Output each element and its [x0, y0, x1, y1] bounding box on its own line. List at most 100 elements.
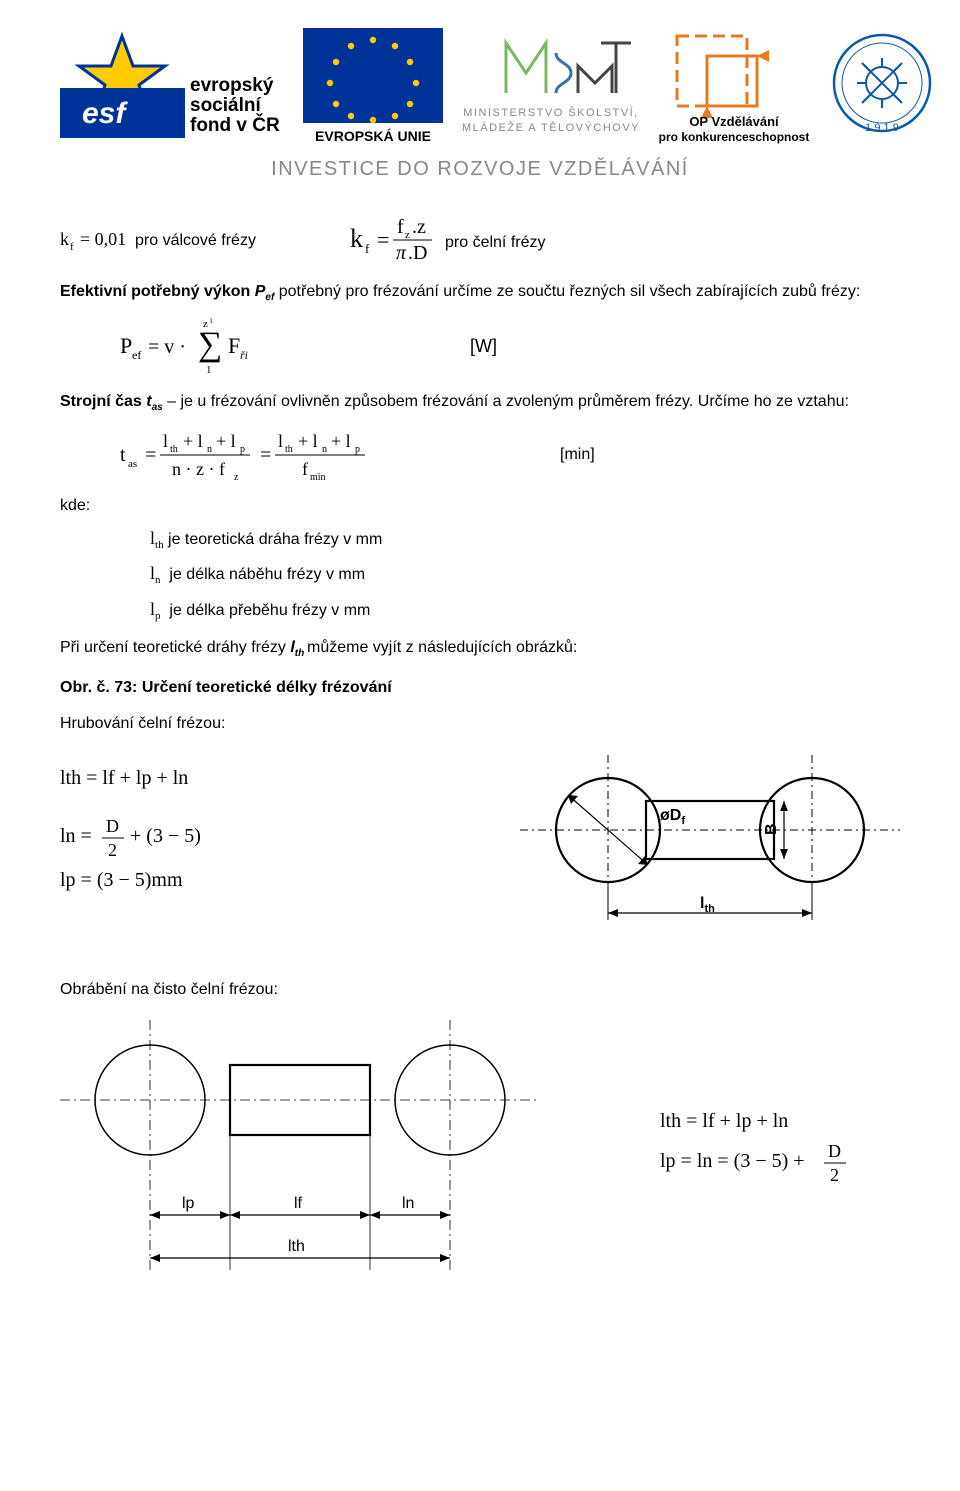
svg-text:t: t — [120, 444, 126, 466]
svg-text:z: z — [405, 229, 410, 241]
svg-text:z: z — [203, 318, 208, 330]
svg-text:th: th — [285, 444, 293, 455]
obr-73-title: Obr. č. 73: Určení teoretické délky fréz… — [60, 677, 900, 699]
pef-formula: P ef = v · ∑ z i 1 F ři — [120, 315, 290, 377]
svg-text:2: 2 — [108, 840, 117, 860]
svg-text:f: f — [70, 241, 74, 253]
svg-text:evropský: evropský — [190, 75, 274, 96]
svg-text:pro čelní frézy: pro čelní frézy — [445, 234, 545, 251]
kde-label: kde: — [60, 495, 900, 517]
svg-text:ln: ln — [402, 1195, 414, 1212]
svg-text:p: p — [355, 444, 360, 455]
svg-text:lth: lth — [288, 1238, 305, 1255]
lth-intro: Při určení teoretické dráhy frézy lth mů… — [60, 637, 900, 661]
svg-text:f: f — [302, 459, 308, 479]
svg-text:l: l — [278, 431, 283, 451]
svg-text:lp = ln = (3 − 5) +: lp = ln = (3 − 5) + — [660, 1150, 805, 1172]
tas-section: Strojní čas tas – je u frézování ovlivně… — [60, 391, 900, 624]
svg-text:+ l: + l — [216, 431, 236, 451]
svg-text:= 0,01: = 0,01 — [80, 229, 126, 249]
svg-text:D: D — [106, 818, 119, 836]
svg-text:f: f — [397, 216, 404, 238]
svg-text:ln =: ln = — [60, 825, 92, 847]
svg-text:n: n — [207, 444, 212, 455]
svg-text:.D: .D — [408, 242, 427, 264]
svg-text:as: as — [128, 458, 137, 470]
svg-text:lth: lth — [700, 895, 715, 915]
svg-text:.z: .z — [412, 216, 426, 238]
eq-ln-lp: ln = D 2 + (3 − 5) lp = (3 − 5)mm — [60, 818, 260, 898]
svg-text:OP Vzdělávání: OP Vzdělávání — [689, 114, 779, 129]
svg-text:MINISTERSTVO ŠKOLSTVÍ,: MINISTERSTVO ŠKOLSTVÍ, — [463, 106, 638, 119]
hrubovani-equations: lth = lf + lp + ln ln = D 2 + (3 − 5) lp… — [60, 745, 260, 900]
svg-text:pro válcové frézy: pro válcové frézy — [135, 232, 256, 249]
ln-def: je délka náběhu frézy v mm — [169, 566, 365, 583]
svg-text:øDf: øDf — [660, 807, 685, 827]
tas-title-mid: – je u frézování ovlivněn způsobem frézo… — [163, 393, 849, 410]
tas-formula: t as = l th + l n + l p n · z · f z = l … — [120, 425, 440, 485]
eu-flag-logo: EVROPSKÁ UNIE — [303, 28, 443, 148]
msmt-logo: MINISTERSTVO ŠKOLSTVÍ, MLÁDEŽE A TĚLOVÝC… — [461, 28, 641, 148]
pef-title-post: potřebný pro frézování určíme ze součtu … — [274, 283, 860, 300]
diagram-obrabeni: lp lf ln lth — [60, 1010, 540, 1290]
pef-title-pre: Efektivní potřebný výkon — [60, 283, 255, 300]
svg-text:=: = — [377, 227, 389, 252]
svg-text:i: i — [210, 316, 213, 325]
op-vzdelavani-logo: OP Vzdělávání pro konkurenceschopnost — [659, 28, 809, 148]
svg-text:f: f — [365, 241, 370, 256]
hrubovani-title: Hrubování čelní frézou: — [60, 713, 900, 735]
svg-text:B: B — [763, 824, 780, 836]
svg-text:lf: lf — [294, 1195, 303, 1212]
lp-def: je délka přeběhu frézy v mm — [169, 602, 370, 619]
svg-text:P: P — [120, 333, 132, 358]
unit-min: [min] — [560, 446, 595, 464]
svg-text:EVROPSKÁ UNIE: EVROPSKÁ UNIE — [315, 128, 431, 144]
lth-def: je teoretická dráha frézy v mm — [168, 531, 382, 548]
svg-text:min: min — [310, 472, 326, 483]
pef-sub: ef — [265, 292, 274, 303]
svg-text:1 9 1 9: 1 9 1 9 — [865, 122, 899, 134]
svg-text:k: k — [350, 224, 363, 253]
unit-w: [W] — [470, 336, 497, 357]
svg-text:sociální: sociální — [190, 95, 261, 116]
svg-text:+ l: + l — [298, 431, 318, 451]
obrabeni-title: Obrábění na čisto čelní frézou: — [60, 979, 900, 1001]
eq-lp-ln-2: lp = ln = (3 − 5) + D 2 — [660, 1141, 880, 1187]
svg-text:MLÁDEŽE A TĚLOVÝCHOVY: MLÁDEŽE A TĚLOVÝCHOVY — [462, 121, 640, 134]
svg-text:+ l: + l — [331, 431, 351, 451]
svg-text:π: π — [396, 242, 407, 264]
tas-sub: as — [152, 402, 163, 413]
svg-text:ři: ři — [240, 348, 248, 362]
svg-text:D: D — [828, 1141, 841, 1161]
svg-text:+ (3 − 5): + (3 − 5) — [130, 825, 201, 847]
eq-lth2: lth = lf + lp + ln — [660, 1110, 880, 1133]
svg-text:lp: lp — [182, 1195, 195, 1212]
esf-logo: esf evropský sociální fond v ČR — [60, 28, 285, 148]
svg-text:l: l — [163, 431, 168, 451]
kf-right-formula: k f = f z .z π .D pro čelní frézy — [350, 213, 610, 267]
ln-def-row: ln je délka náběhu frézy v mm — [150, 561, 900, 589]
pef-section: Efektivní potřebný výkon Pef potřebný pr… — [60, 281, 900, 379]
svg-text:= v ·: = v · — [148, 336, 186, 358]
svg-text:pro konkurenceschopnost: pro konkurenceschopnost — [659, 130, 809, 144]
svg-text:1: 1 — [206, 364, 212, 376]
svg-text:2: 2 — [830, 1165, 839, 1185]
tas-title-pre: Strojní čas — [60, 393, 146, 410]
svg-text:+ l: + l — [183, 431, 203, 451]
kf-left-formula: k f = 0,01 pro válcové frézy — [60, 225, 320, 255]
svg-text:∑: ∑ — [198, 326, 222, 363]
svg-text:n: n — [322, 444, 327, 455]
svg-text:fond v ČR: fond v ČR — [190, 114, 280, 136]
school-emblem: 1 9 1 9 — [827, 28, 937, 148]
svg-text:F: F — [228, 333, 240, 358]
pef-symbol: P — [255, 283, 266, 300]
kf-formulas: k f = 0,01 pro válcové frézy k f = f z .… — [60, 211, 900, 269]
svg-text:n · z · f: n · z · f — [172, 459, 225, 479]
svg-text:th: th — [170, 444, 178, 455]
eq-lth: lth = lf + lp + ln — [60, 767, 260, 790]
lth-def-row: lth je teoretická dráha frézy v mm — [150, 526, 900, 554]
svg-text:z: z — [234, 472, 239, 483]
svg-text:k: k — [60, 229, 69, 249]
lp-def-row: lp je délka přeběhu frézy v mm — [150, 597, 900, 625]
svg-text:esf: esf — [82, 97, 128, 130]
